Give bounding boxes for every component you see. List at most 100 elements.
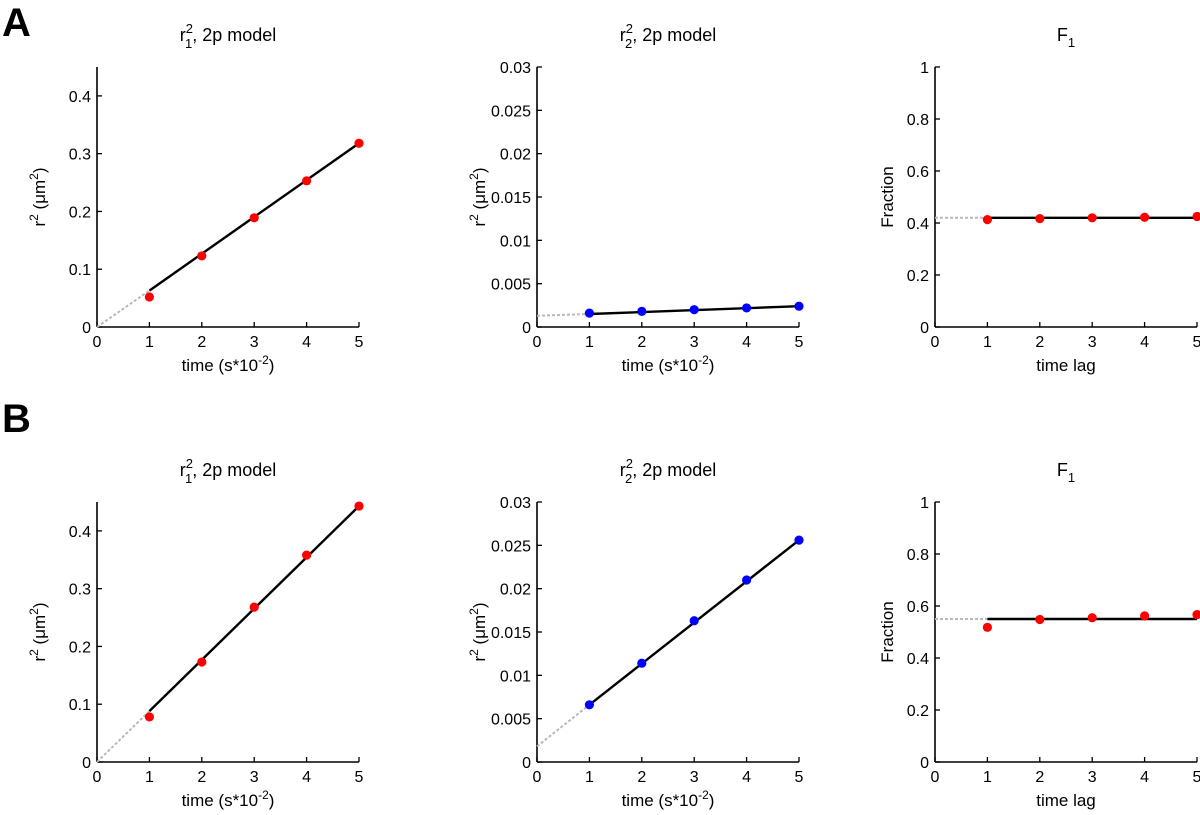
y-tick-label: 0.01 [500, 233, 531, 250]
data-point [584, 700, 595, 710]
x-tick-label: 5 [1193, 334, 1200, 351]
y-tick-label: 0.01 [500, 668, 531, 685]
chart-title: r2 1, 2p model [180, 456, 277, 486]
y-axis-label: r2 (μm2) [27, 167, 49, 226]
data-point [1192, 211, 1200, 222]
x-tick-label: 1 [145, 769, 154, 786]
x-tick-label: 5 [355, 769, 364, 786]
chart-title: F1 [1057, 460, 1075, 485]
ylabel-end: ) [470, 167, 489, 173]
y-tick-label: 0.4 [69, 524, 91, 541]
title-superscript: 2 [626, 456, 633, 471]
x-tick-label: 2 [637, 769, 646, 786]
x-axis-label: time lag [1036, 356, 1096, 375]
x-tick-label: 1 [145, 334, 154, 351]
xlabel-text: time (s*10 [622, 356, 699, 375]
chart-title: r2 1, 2p model [180, 21, 277, 51]
title-rest: , 2p model [192, 460, 276, 480]
ylabel-superscript: 2 [467, 214, 481, 221]
title-base: F [1057, 460, 1068, 480]
y-tick-label: 0.025 [491, 538, 531, 555]
y-tick-label: 0 [920, 755, 929, 772]
data-point [197, 657, 207, 667]
data-point [637, 306, 647, 316]
ylabel-base: r [30, 656, 49, 662]
data-point [1140, 212, 1150, 222]
data-point [354, 138, 364, 148]
y-tick-label: 1 [920, 60, 929, 77]
x-tick-label: 2 [197, 769, 206, 786]
y-tick-label: 0.4 [907, 651, 929, 668]
y-tick-label: 0.4 [69, 89, 91, 106]
data-point [144, 292, 154, 302]
y-axis-label-group: Fraction [878, 601, 897, 662]
ylabel-end: ) [470, 602, 489, 608]
x-tick-label: 3 [690, 769, 699, 786]
x-tick-label: 1 [983, 769, 992, 786]
data-point [1035, 213, 1045, 224]
y-axis-label-group: r2 (μm2) [27, 167, 49, 226]
y-tick-label: 0 [522, 755, 531, 772]
ylabel-superscript-2: 2 [27, 173, 41, 180]
y-tick-label: 0.005 [491, 277, 531, 294]
x-tick-label: 0 [533, 334, 542, 351]
x-tick-label: 5 [795, 334, 804, 351]
data-point [1035, 614, 1045, 625]
x-axis-label: time (s*10-2) [182, 353, 275, 375]
xlabel-end: ) [709, 791, 715, 810]
data-point [1192, 609, 1200, 620]
y-tick-label: 0 [82, 320, 91, 337]
y-tick-label: 0.2 [69, 639, 91, 656]
x-tick-label: 3 [1088, 334, 1097, 351]
data-point [742, 575, 752, 585]
xlabel-text: time (s*10 [622, 791, 699, 810]
y-tick-label: 0.3 [69, 582, 91, 599]
x-axis-label: time lag [1036, 791, 1096, 810]
title-base: r [180, 25, 186, 45]
y-axis-label: Fraction [878, 601, 897, 662]
xlabel-superscript: -2 [698, 353, 709, 367]
y-axis-label: r2 (μm2) [467, 602, 489, 661]
panel-label-a: A [2, 1, 31, 45]
data-point [689, 305, 699, 315]
data-point [1140, 611, 1150, 621]
data-point [689, 616, 699, 626]
x-tick-label: 3 [250, 769, 259, 786]
extrapolation-line [536, 704, 591, 748]
x-tick-label: 3 [1088, 769, 1097, 786]
title-base: r [180, 460, 186, 480]
ylabel-base: r [470, 221, 489, 227]
x-tick-label: 4 [302, 769, 311, 786]
title-base: r [620, 460, 626, 480]
x-tick-label: 0 [931, 769, 940, 786]
x-tick-label: 5 [355, 334, 364, 351]
ylabel-text: Fraction [878, 166, 897, 227]
title-rest: , 2p model [192, 25, 276, 45]
title-subscript: 2 [625, 471, 632, 486]
x-axis-label: time (s*10-2) [622, 353, 715, 375]
data-point [584, 308, 595, 318]
ylabel-mid: (μm [30, 180, 49, 214]
y-tick-label: 0 [920, 320, 929, 337]
xlabel-text: time lag [1036, 356, 1096, 375]
data-point [249, 602, 259, 612]
title-superscript: 2 [186, 21, 193, 36]
ylabel-superscript: 2 [27, 649, 41, 656]
data-point [1087, 213, 1097, 223]
y-tick-label: 0.2 [907, 268, 929, 285]
y-tick-label: 0 [82, 755, 91, 772]
x-tick-label: 2 [1035, 334, 1044, 351]
title-subscript: 1 [1068, 35, 1075, 50]
data-point [982, 622, 993, 632]
x-tick-label: 4 [1140, 334, 1149, 351]
x-tick-label: 5 [1193, 769, 1200, 786]
chart-title: F1 [1057, 25, 1075, 50]
title-subscript: 1 [1068, 470, 1075, 485]
title-base: r [620, 25, 626, 45]
ylabel-superscript: 2 [467, 649, 481, 656]
x-tick-label: 3 [250, 334, 259, 351]
chart-title: r2 2, 2p model [620, 456, 717, 486]
